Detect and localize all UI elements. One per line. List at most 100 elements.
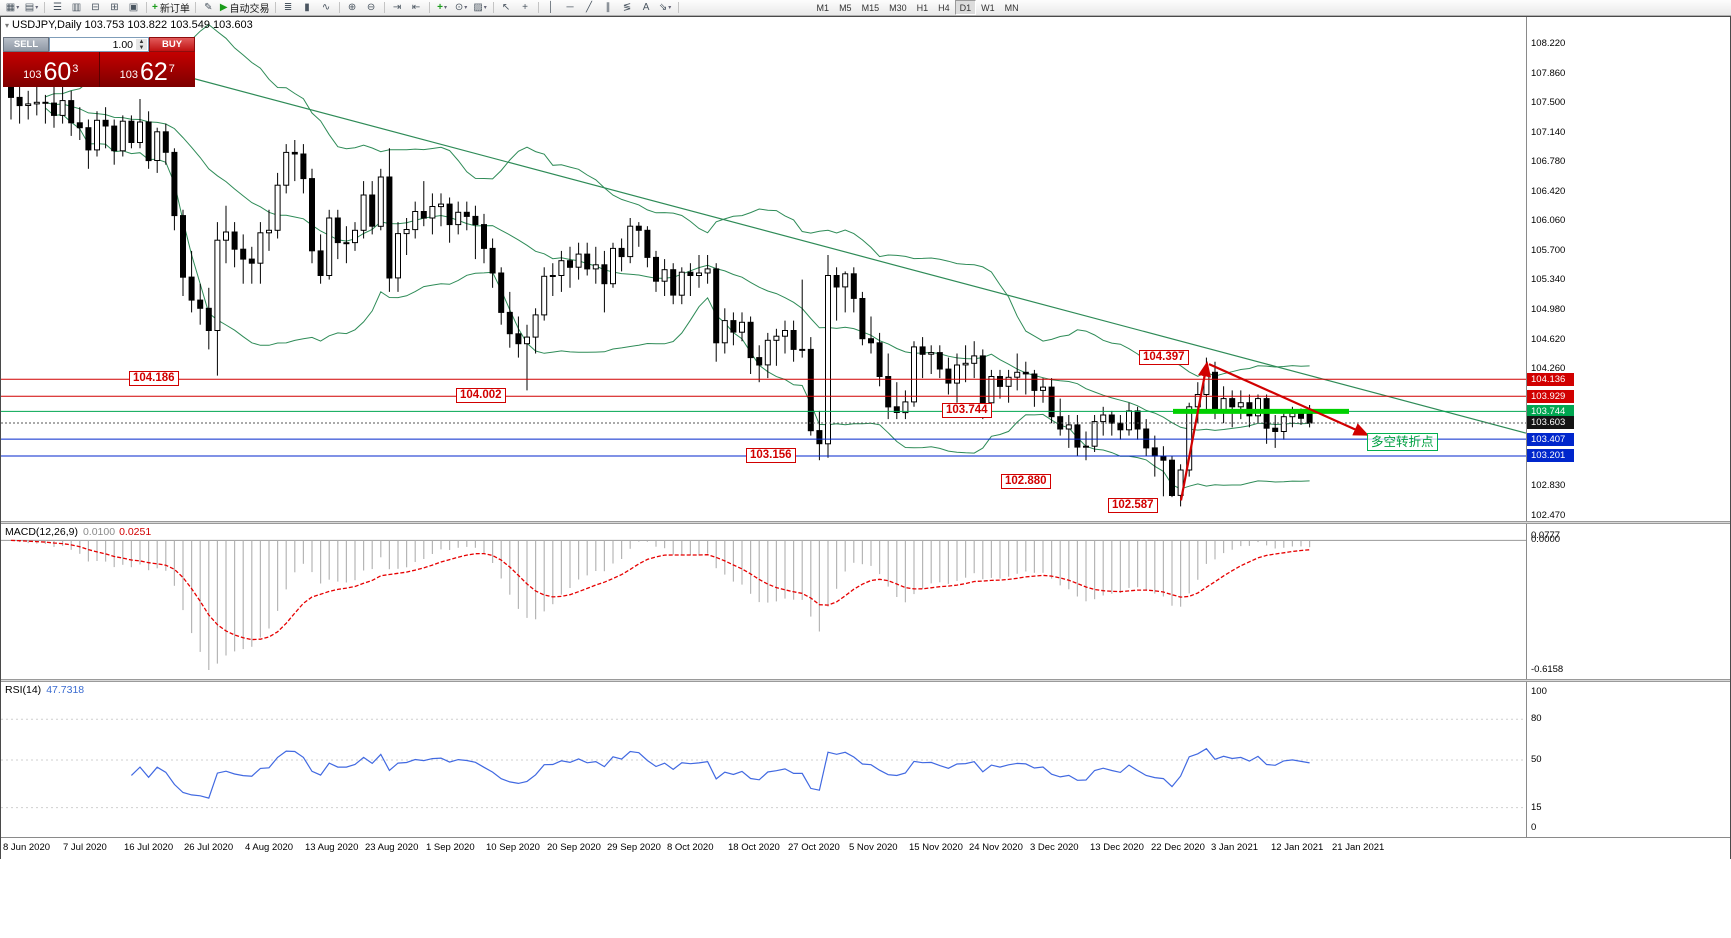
chevron-down-icon: ▾ [483,5,487,11]
periods-button[interactable]: ⊙ ▾ [453,0,470,16]
chart-window-usdjpy-daily[interactable]: ▾ USDJPY,Daily 103.753 103.822 103.549 10… [0,16,1731,859]
chart-window-icon: ▾ [5,21,10,30]
toolbar-separator [677,2,679,13]
new-chart-button[interactable]: ▦ ▾ [4,0,21,16]
timeframe-m15-button[interactable]: M15 [861,2,880,13]
panel-splitter[interactable] [1,679,1730,682]
price-level-label: 102.880 [1001,474,1051,489]
rsi-axis-tick: 80 [1531,713,1542,724]
panel-splitter[interactable] [1,521,1730,524]
price-tag: 103.929 [1527,390,1574,403]
trend-arrow[interactable] [1208,363,1370,436]
date-label: 8 Oct 2020 [667,842,714,853]
new-order-label: 新订单 [159,4,190,15]
rsi-indicator-panel[interactable] [1,682,1526,837]
descending-trendline[interactable] [140,63,1526,434]
zoom-out-icon: ⊖ [366,2,376,13]
chevron-down-icon: ▾ [668,5,672,11]
chart-shift-button[interactable]: ⇤ [408,0,425,16]
turning-point-annotation: 多空转折点 [1367,433,1438,451]
timeframe-d1-button[interactable]: D1 [954,0,977,15]
date-label: 20 Sep 2020 [547,842,601,853]
chart-title: ▾ USDJPY,Daily 103.753 103.822 103.549 10… [5,19,253,31]
timeframe-mn-button[interactable]: MN [1004,2,1019,13]
auto-scroll-button[interactable]: ⇥ [389,0,406,16]
macd-indicator-panel[interactable] [1,524,1526,679]
crosshair-button[interactable]: + [517,0,534,16]
price-axis-tick: 104.260 [1531,363,1566,374]
price-tag: 103.603 [1527,416,1574,429]
templates-icon: ▨ [473,2,483,13]
bollinger-lower-band [45,107,1310,490]
timeframe-m5-button[interactable]: M5 [839,2,852,13]
timeframe-m30-button[interactable]: M30 [889,2,907,13]
date-label: 22 Dec 2020 [1151,842,1205,853]
bid-prefix: 103 [23,69,42,81]
rsi-axis-tick: 0 [1531,822,1537,833]
arrows-button[interactable]: ⇘ ▾ [657,0,674,16]
zoom-out-button[interactable]: ⊖ [363,0,380,16]
rsi-axis-tick: 100 [1531,686,1547,697]
horizontal-line-button[interactable]: ─ [562,0,579,16]
price-axis-tick: 102.470 [1531,510,1566,521]
indicators-button[interactable]: + ▾ [434,0,451,16]
sell-price-button[interactable]: 103 60 3 [3,52,99,87]
date-label: 27 Oct 2020 [788,842,840,853]
navigator-button[interactable]: ⊟ [87,0,104,16]
macd-label: MACD(12,26,9) 0.0100 0.0251 [5,526,151,538]
market-watch-icon: ☰ [53,2,62,13]
price-axis-tick: 102.830 [1531,480,1566,491]
line-chart-button[interactable]: ∿ [318,0,335,16]
rsi-line [130,747,1310,799]
trendline-button[interactable]: ╱ [581,0,598,16]
date-label: 18 Oct 2020 [728,842,780,853]
date-label: 29 Sep 2020 [607,842,661,853]
channel-button[interactable]: ∥ [600,0,617,16]
spinner-up-icon[interactable]: ▲ [138,38,145,45]
candlestick-chart-button[interactable]: ▮ [299,0,316,16]
price-axis-tick: 107.140 [1531,127,1566,138]
candle-series [8,62,1313,507]
timeframe-h4-button[interactable]: H4 [938,2,950,13]
buy-button[interactable]: BUY [149,37,195,52]
spinner-down-icon[interactable]: ▼ [138,44,145,51]
trend-arrow[interactable] [1179,361,1212,501]
cursor-button[interactable]: ↖ [498,0,515,16]
workspace-background [0,859,1731,938]
toolbar-separator [194,2,196,13]
price-axis-tick: 107.860 [1531,68,1566,79]
profiles-icon: ▤ [24,2,35,13]
timeframe-h1-button[interactable]: H1 [916,2,929,13]
terminal-button[interactable]: ⊞ [106,0,123,16]
macd-histogram [19,540,1311,670]
sell-button[interactable]: SELL [3,37,49,52]
timeframe-m1-button[interactable]: M1 [816,2,830,13]
data-window-button[interactable]: ▥ [68,0,85,16]
candlestick-chart[interactable] [1,17,1526,521]
fibonacci-icon: ≶ [622,2,632,13]
timeframe-w1-button[interactable]: W1 [981,2,995,13]
bollinger-upper-band [45,23,1310,377]
lot-spinner[interactable]: ▲ ▼ [136,38,147,51]
date-axis[interactable]: 8 Jun 2020 7 Jul 2020 16 Jul 2020 26 Jul 20… [1,837,1730,859]
autotrading-button[interactable]: ▶ 自动交易 [219,0,271,16]
lot-size-input[interactable]: 1.00 ▲ ▼ [49,37,149,52]
vertical-line-button[interactable]: │ [543,0,560,16]
strategy-tester-button[interactable]: ▣ [125,0,142,16]
market-watch-button[interactable]: ☰ [49,0,66,16]
line-chart-icon: ∿ [321,2,331,13]
fibonacci-button[interactable]: ≶ [619,0,636,16]
profiles-button[interactable]: ▤ ▾ [23,0,40,16]
templates-button[interactable]: ▨ ▾ [472,0,489,16]
bar-chart-button[interactable]: ≣ [280,0,297,16]
price-axis-tick: 107.500 [1531,97,1566,108]
vertical-line-icon: │ [547,2,555,13]
new-order-button[interactable]: + 新订单 [151,0,191,16]
zoom-in-button[interactable]: ⊕ [344,0,361,16]
metaeditor-button[interactable]: ✎ [200,0,217,16]
text-button[interactable]: A [638,0,655,16]
toolbar-separator [492,2,494,13]
date-label: 5 Nov 2020 [849,842,898,853]
zoom-in-icon: ⊕ [347,2,357,13]
buy-price-button[interactable]: 103 62 7 [100,52,196,87]
